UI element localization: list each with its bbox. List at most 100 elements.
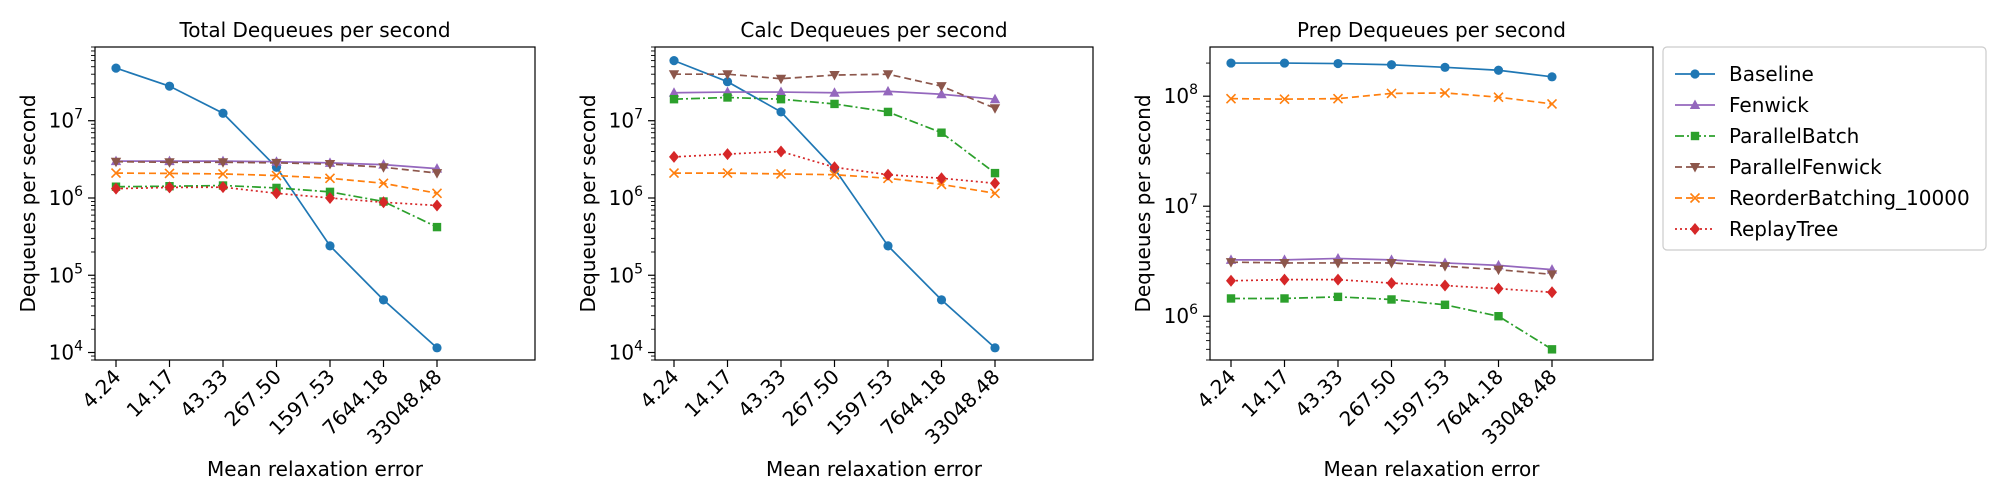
data-point [1547, 72, 1557, 82]
data-point [111, 182, 121, 195]
data-point [1386, 277, 1397, 290]
series-ReplayTree [1226, 273, 1557, 299]
data-point [325, 241, 335, 251]
legend-entry: ReorderBatching_10000 [1675, 186, 1970, 210]
data-point [1386, 88, 1397, 99]
data-point [164, 168, 175, 179]
legend-entry: Fenwick [1675, 93, 1809, 117]
data-point [882, 70, 894, 80]
data-point [1333, 273, 1343, 286]
series-ReplayTree [111, 181, 442, 212]
chart-panel-2: Calc Dequeues per second Dequeues per sec… [576, 18, 1094, 481]
data-point [1546, 98, 1558, 110]
data-point [989, 188, 1001, 199]
data-point [110, 157, 122, 168]
data-point [217, 168, 229, 179]
data-point [218, 181, 228, 194]
data-point [1493, 265, 1504, 276]
data-point [164, 181, 175, 194]
data-point [722, 168, 733, 179]
data-point [432, 222, 442, 232]
y-tick-label: 105 [609, 261, 643, 287]
legend-marker [1690, 69, 1700, 79]
data-point [378, 163, 389, 173]
data-point [829, 161, 840, 174]
data-point [271, 170, 282, 181]
series-line [115, 67, 438, 349]
chart-panel-1: Total Dequeues per second Dequeues per se… [16, 18, 536, 481]
x-axis-label: Mean relaxation error [766, 457, 983, 481]
data-point [883, 241, 893, 251]
legend-label: ParallelFenwick [1729, 155, 1882, 179]
legend-frame [1662, 46, 1987, 251]
data-point [1386, 60, 1397, 70]
legend-label: ReorderBatching_10000 [1729, 186, 1970, 210]
series-ReorderBatching_10000 [1225, 87, 1558, 110]
data-point [217, 158, 229, 168]
data-point [325, 191, 335, 204]
data-point [669, 150, 679, 163]
data-point [1546, 270, 1558, 280]
data-point [936, 82, 947, 92]
legend-marker [1689, 192, 1701, 204]
data-point [937, 128, 946, 137]
data-point [775, 74, 787, 85]
data-point [990, 343, 1000, 353]
data-point [936, 172, 947, 185]
x-axis-label: Mean relaxation error [207, 457, 424, 481]
x-tick-label: 14.17 [122, 365, 179, 422]
series-ParallelFenwick [1225, 258, 1558, 280]
data-point [1386, 258, 1397, 269]
data-point [990, 177, 1000, 190]
data-point [936, 295, 947, 305]
plot-frame [654, 46, 1094, 361]
data-point [1225, 93, 1237, 104]
data-point [990, 168, 1000, 178]
data-point [829, 87, 840, 97]
data-point [111, 63, 121, 73]
data-point [431, 188, 443, 199]
x-tick-label: 14.17 [1237, 365, 1294, 422]
data-point [1440, 300, 1450, 310]
data-point [1493, 92, 1504, 103]
data-point [1333, 58, 1343, 69]
data-point [989, 93, 1001, 104]
legend-label: Baseline [1729, 62, 1814, 86]
data-point [324, 160, 336, 170]
legend-entry: ReplayTree [1675, 217, 1838, 241]
series-ParallelFenwick [668, 70, 1001, 114]
data-point [669, 56, 679, 66]
legend-label: ReplayTree [1729, 217, 1838, 241]
data-point [1494, 312, 1503, 321]
data-point [722, 148, 733, 161]
series-Baseline [1226, 58, 1557, 82]
x-tick-label: 4.24 [77, 365, 125, 413]
legend-marker [1689, 163, 1701, 173]
data-point [722, 77, 733, 87]
data-point [1440, 62, 1450, 72]
data-point [1333, 292, 1343, 302]
data-point [1332, 258, 1344, 269]
data-point [110, 168, 122, 179]
plot-frame [94, 46, 536, 361]
y-tick-label: 107 [49, 107, 83, 133]
y-tick-label: 106 [609, 184, 643, 210]
data-point [325, 187, 335, 197]
data-point [1493, 65, 1504, 75]
data-point [1279, 273, 1290, 286]
data-point [1279, 94, 1290, 105]
y-tick-label: 104 [609, 339, 643, 365]
data-point [829, 71, 840, 81]
y-tick-label: 108 [1164, 82, 1198, 108]
data-point [722, 70, 733, 80]
y-axis-label: Dequeues per second [576, 94, 600, 312]
x-axis-label: Mean relaxation error [1324, 457, 1541, 481]
data-point [164, 158, 175, 168]
data-point [1440, 279, 1450, 292]
data-point [378, 196, 389, 209]
data-point [324, 173, 336, 184]
series-line [674, 172, 996, 195]
y-axis-label: Dequeues per second [16, 94, 40, 312]
data-point [668, 168, 680, 179]
